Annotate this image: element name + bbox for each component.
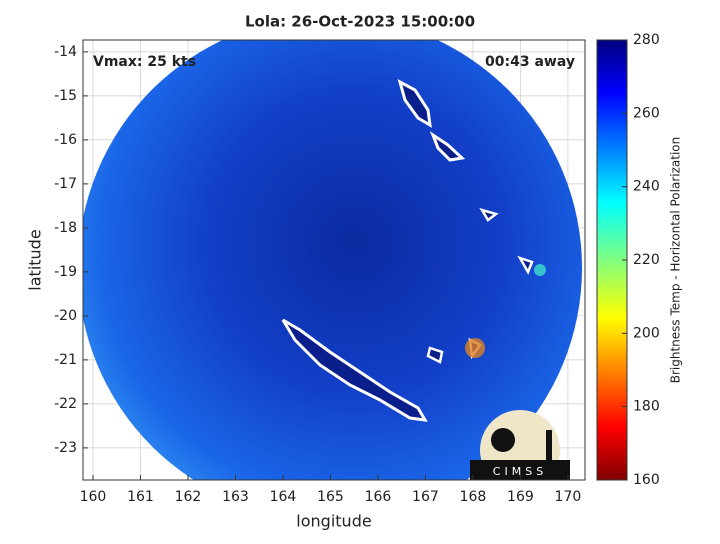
- cimss-logo: CIMSS: [470, 410, 570, 480]
- warm-spot: [534, 264, 546, 276]
- y-tick-label: -19: [54, 264, 77, 280]
- chart-title: Lola: 26-Oct-2023 15:00:00: [245, 13, 475, 31]
- colorbar-tick-label: 180: [633, 399, 660, 415]
- swath: [83, 40, 582, 480]
- y-tick-label: -21: [54, 352, 77, 368]
- plot-frame: [82, 39, 586, 481]
- coastline: [281, 318, 428, 422]
- colorbar-tick-label: 160: [633, 472, 660, 488]
- x-tick-label: 161: [127, 489, 154, 505]
- x-tick-label: 167: [412, 489, 439, 505]
- y-tick-label: -17: [54, 176, 77, 192]
- colorbar-tick-label: 200: [633, 325, 660, 341]
- y-tick-label: -23: [54, 440, 77, 456]
- x-tick-label: 164: [270, 489, 297, 505]
- colorbar-tick-label: 280: [633, 32, 660, 48]
- x-axis-label: longitude: [296, 512, 371, 531]
- coastline: [429, 131, 466, 162]
- x-tick-label: 165: [317, 489, 344, 505]
- annotation: Vmax: 25 kts: [93, 54, 196, 70]
- colorbar-tick-label: 260: [633, 105, 660, 121]
- colorbar-label: Brightness Temp - Horizontal Polarizatio…: [669, 137, 683, 384]
- colorbar-tick-label: 220: [633, 252, 660, 268]
- x-tick-label: 170: [555, 489, 582, 505]
- x-tick-label: 166: [365, 489, 392, 505]
- x-tick-label: 160: [80, 489, 107, 505]
- x-tick-label: 169: [507, 489, 534, 505]
- x-tick-label: 168: [460, 489, 487, 505]
- colorbar-tick-label: 240: [633, 179, 660, 195]
- x-tick-label: 163: [222, 489, 249, 505]
- y-tick-label: -18: [54, 220, 77, 236]
- x-tick-label: 162: [175, 489, 202, 505]
- annotation: 00:43 away: [485, 54, 575, 70]
- y-tick-label: -14: [54, 44, 77, 60]
- logo-text: CIMSS: [493, 465, 547, 478]
- warm-spot: [465, 338, 485, 358]
- y-axis-label: latitude: [26, 229, 45, 290]
- y-tick-label: -22: [54, 396, 77, 412]
- y-tick-label: -15: [54, 88, 77, 104]
- y-tick-label: -16: [54, 132, 77, 148]
- coastline: [397, 79, 432, 128]
- y-tick-label: -20: [54, 308, 77, 324]
- satellite-image: CIMSS: [83, 40, 582, 480]
